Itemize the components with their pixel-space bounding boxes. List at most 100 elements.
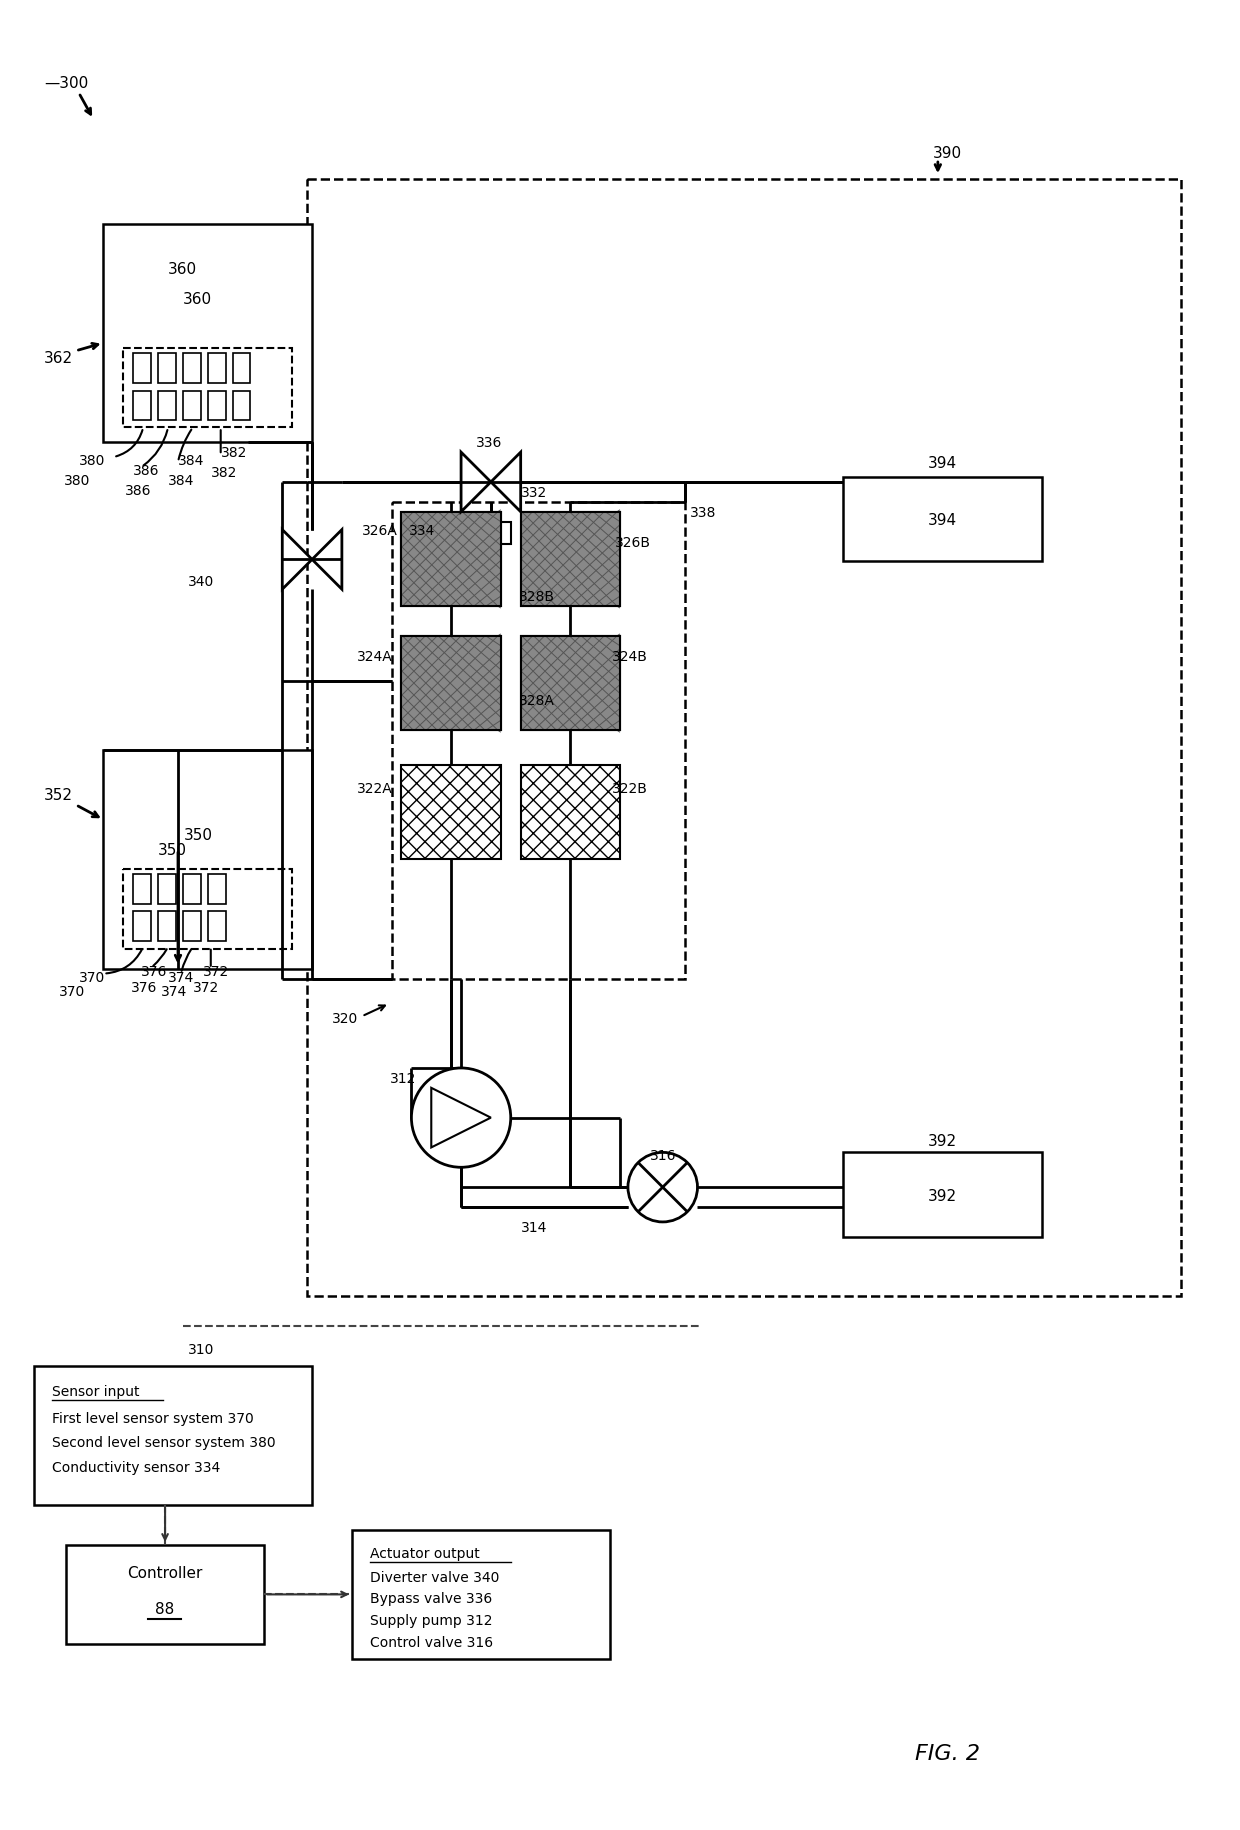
Bar	[184, 911, 201, 941]
Text: 384: 384	[169, 474, 195, 487]
Text: 328A: 328A	[518, 694, 554, 708]
Bar	[843, 478, 1042, 562]
Bar	[133, 392, 151, 421]
Text: 382: 382	[221, 447, 247, 459]
Bar	[402, 765, 501, 860]
Text: 336: 336	[476, 436, 502, 450]
Bar	[521, 512, 620, 608]
Circle shape	[412, 1069, 511, 1168]
Text: 322A: 322A	[357, 781, 393, 796]
Bar	[471, 522, 511, 544]
Bar	[352, 1530, 610, 1660]
Bar	[521, 637, 620, 730]
Polygon shape	[461, 452, 491, 512]
Text: 386: 386	[133, 463, 160, 478]
Text: 324A: 324A	[357, 650, 393, 664]
Text: 394: 394	[929, 456, 957, 470]
Text: 374: 374	[161, 985, 187, 999]
Bar	[159, 392, 176, 421]
Text: —300: —300	[43, 77, 88, 92]
Text: 380: 380	[78, 454, 105, 468]
Text: Bypass valve 336: Bypass valve 336	[370, 1592, 492, 1605]
Polygon shape	[312, 531, 342, 589]
Text: 312: 312	[389, 1071, 415, 1085]
Bar	[123, 350, 293, 428]
Text: Supply pump 312: Supply pump 312	[370, 1614, 492, 1627]
Text: 360: 360	[169, 262, 197, 276]
Bar	[123, 869, 293, 950]
Text: 328B: 328B	[518, 589, 554, 604]
Bar	[133, 911, 151, 941]
Bar	[133, 353, 151, 384]
Text: 332: 332	[521, 485, 547, 500]
Text: 310: 310	[188, 1343, 215, 1356]
Bar	[402, 637, 501, 730]
Text: 392: 392	[929, 1133, 957, 1149]
Text: 326B: 326B	[615, 534, 651, 549]
Bar	[402, 512, 501, 608]
Bar	[308, 179, 1182, 1297]
Text: 392: 392	[929, 1188, 957, 1202]
Bar	[208, 392, 226, 421]
Text: Diverter valve 340: Diverter valve 340	[370, 1570, 498, 1583]
Text: 352: 352	[43, 789, 73, 803]
Text: 338: 338	[689, 505, 715, 520]
Text: FIG. 2: FIG. 2	[915, 1744, 981, 1764]
Text: 370: 370	[58, 985, 86, 999]
Text: 372: 372	[203, 964, 229, 977]
Text: 376: 376	[131, 981, 157, 994]
Polygon shape	[432, 1089, 491, 1147]
Bar	[159, 875, 176, 904]
Bar	[159, 911, 176, 941]
Bar	[402, 637, 501, 730]
Text: Conductivity sensor 334: Conductivity sensor 334	[52, 1460, 219, 1475]
Text: 394: 394	[929, 512, 957, 527]
Text: Second level sensor system 380: Second level sensor system 380	[52, 1437, 275, 1449]
Text: 360: 360	[184, 291, 212, 306]
Text: Controller: Controller	[128, 1565, 203, 1579]
Bar	[208, 911, 226, 941]
Bar	[184, 875, 201, 904]
Bar	[208, 353, 226, 384]
Bar	[521, 765, 620, 860]
Bar	[521, 512, 620, 608]
Text: First level sensor system 370: First level sensor system 370	[52, 1411, 254, 1426]
Bar	[33, 1367, 312, 1506]
Bar	[103, 225, 312, 443]
Text: 320: 320	[332, 1012, 358, 1027]
Circle shape	[627, 1153, 697, 1222]
Bar	[402, 637, 501, 730]
Text: 322B: 322B	[613, 781, 649, 796]
Text: 386: 386	[125, 483, 151, 498]
Text: 370: 370	[78, 970, 105, 985]
Bar	[521, 637, 620, 730]
Bar	[233, 392, 250, 421]
Bar	[133, 875, 151, 904]
Text: 340: 340	[188, 575, 215, 589]
Text: 324B: 324B	[613, 650, 649, 664]
Text: 384: 384	[179, 454, 205, 468]
Bar	[402, 512, 501, 608]
Bar	[208, 875, 226, 904]
Bar	[392, 503, 684, 979]
Text: 314: 314	[521, 1221, 547, 1233]
Text: 372: 372	[193, 981, 219, 994]
Text: 334: 334	[409, 523, 435, 538]
Text: 362: 362	[43, 351, 73, 366]
Bar	[103, 750, 312, 970]
Text: 374: 374	[169, 970, 195, 985]
Text: 350: 350	[159, 842, 187, 858]
Text: 390: 390	[932, 146, 962, 161]
Text: 382: 382	[211, 467, 237, 479]
Text: 350: 350	[184, 827, 212, 842]
Bar	[233, 353, 250, 384]
Bar	[521, 512, 620, 608]
Bar	[184, 392, 201, 421]
Text: 88: 88	[155, 1601, 175, 1616]
Bar	[402, 512, 501, 608]
Text: 326A: 326A	[362, 523, 398, 538]
Bar	[159, 353, 176, 384]
Text: Sensor input: Sensor input	[52, 1383, 139, 1398]
Text: 316: 316	[650, 1149, 676, 1162]
Bar	[843, 1153, 1042, 1237]
